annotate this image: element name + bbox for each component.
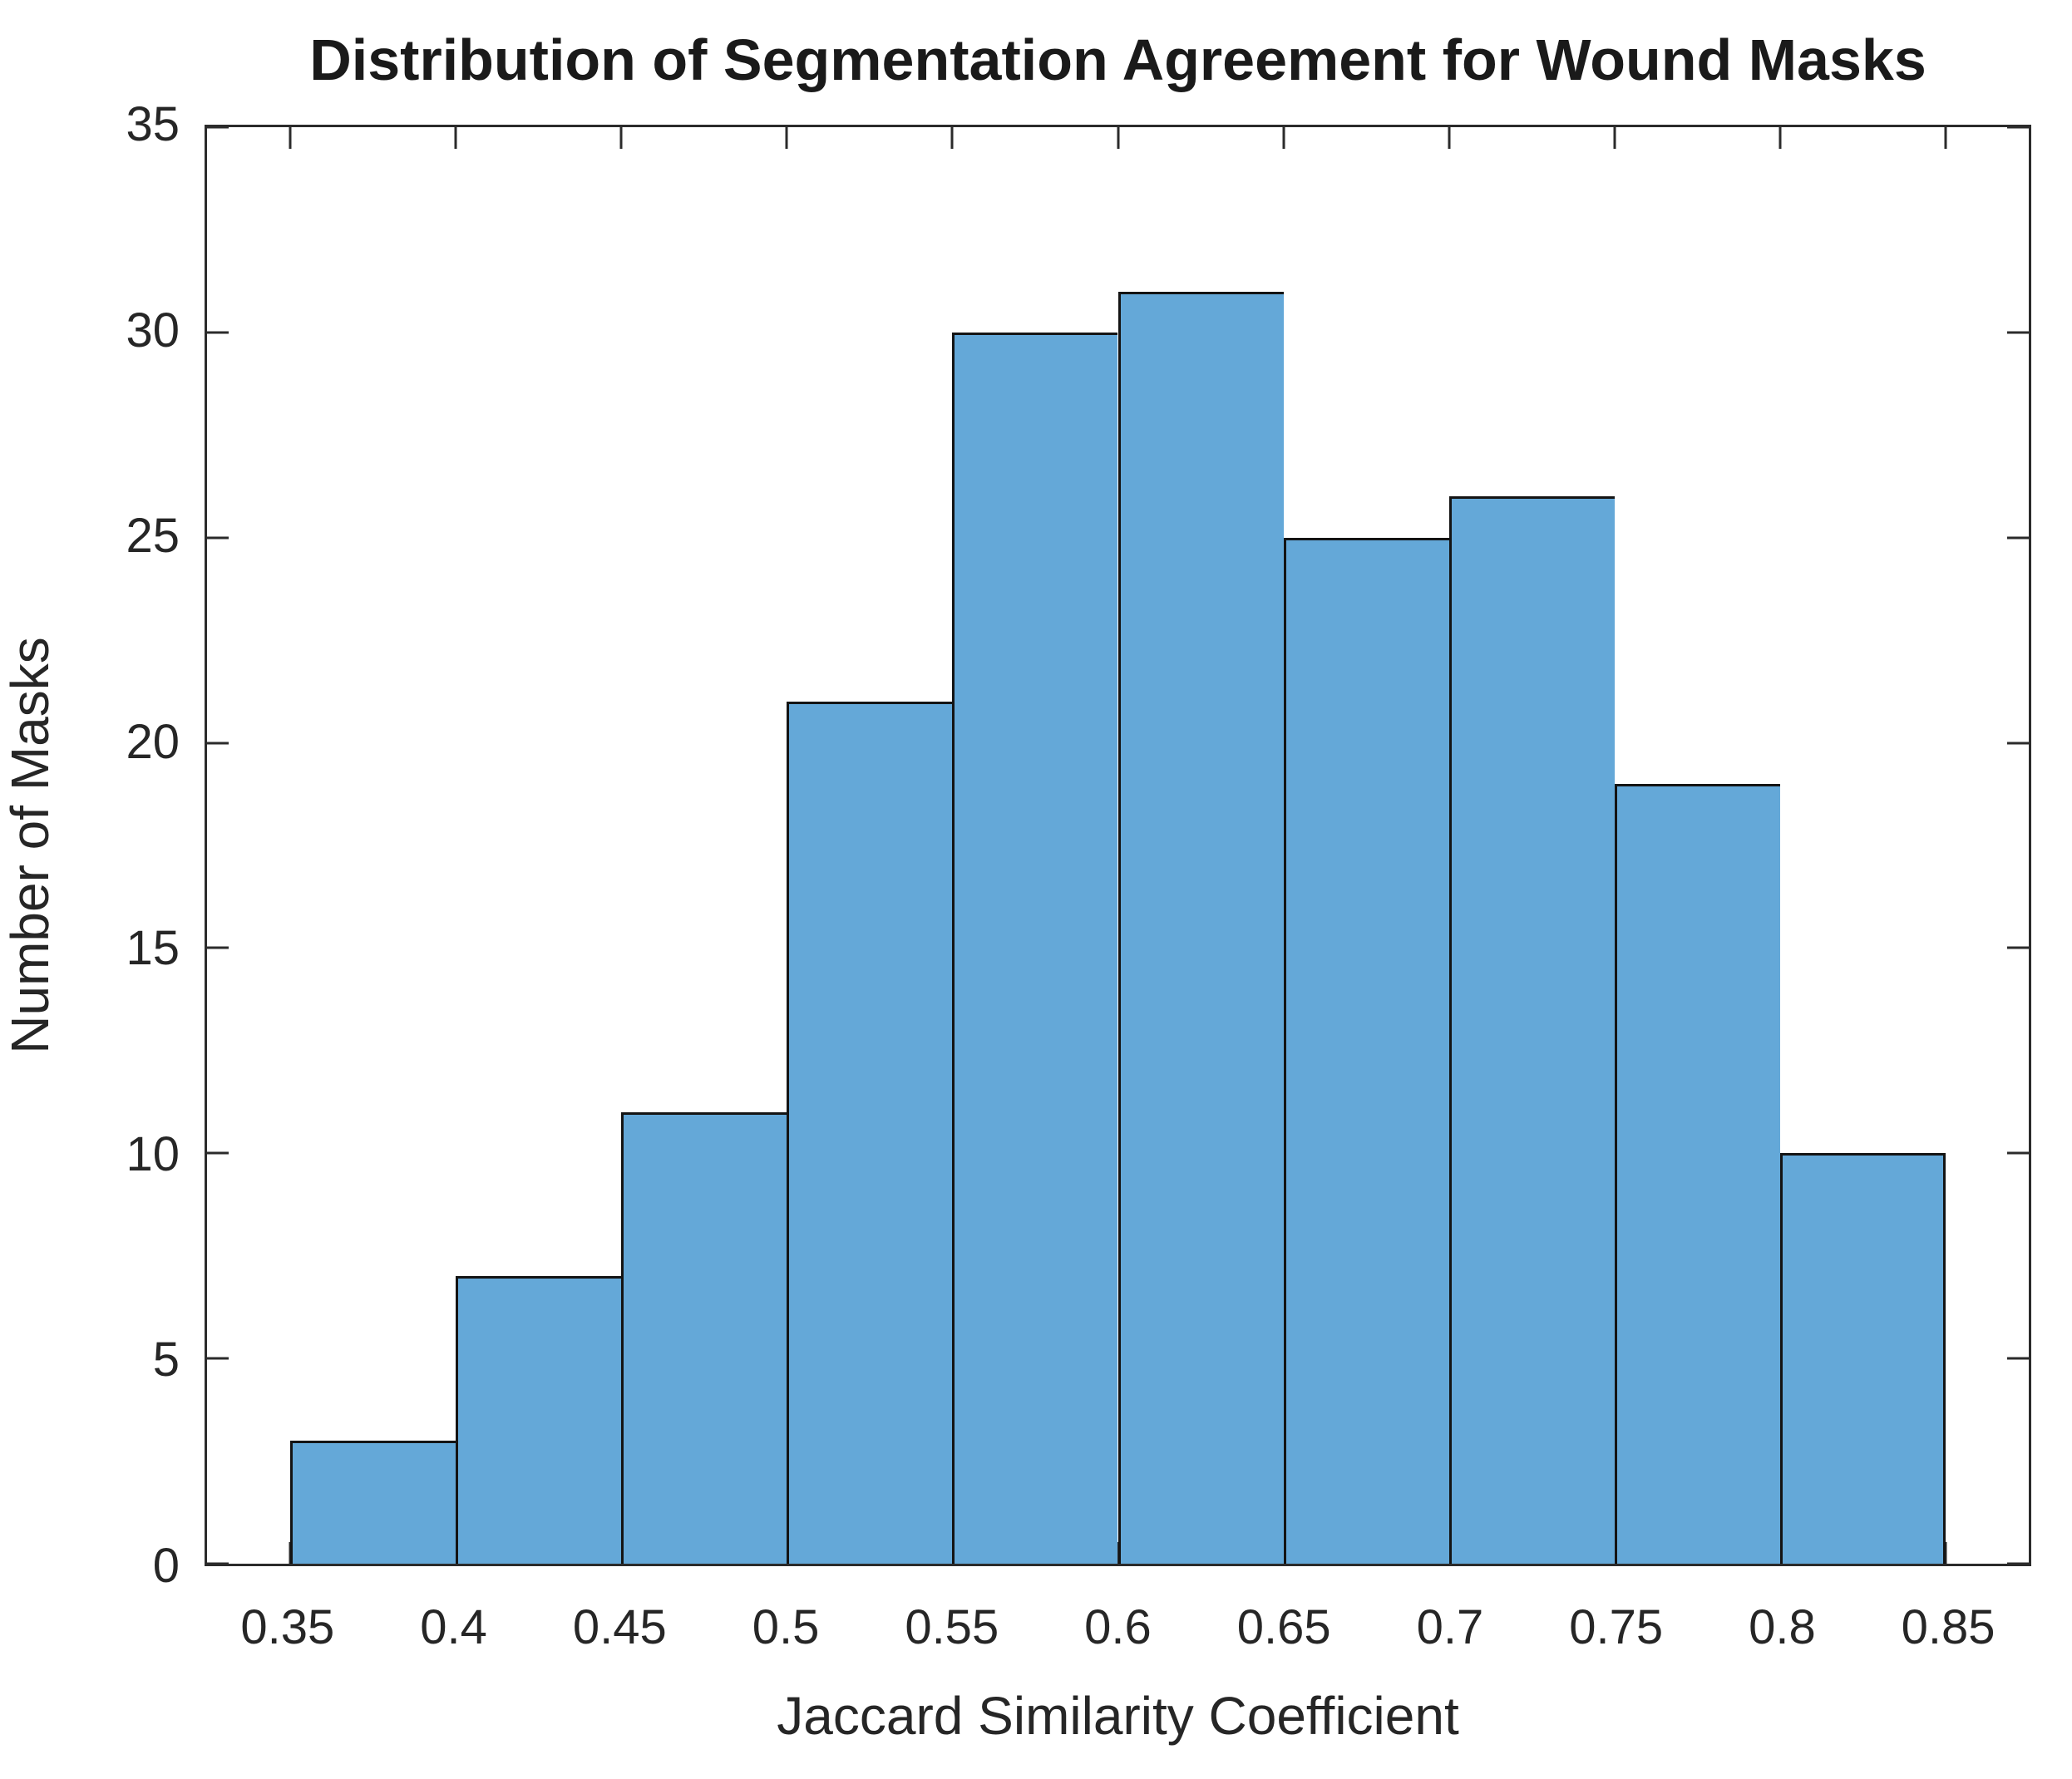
y-tick-mark: [2007, 126, 2029, 129]
y-tick-label: 5: [152, 1333, 180, 1387]
histogram-bar: [289, 1440, 456, 1564]
x-tick-label: 0.8: [1749, 1600, 1816, 1654]
x-tick-label: 0.45: [572, 1600, 667, 1654]
histogram-bar: [1615, 783, 1781, 1564]
x-tick-label: 0.5: [752, 1600, 820, 1654]
y-tick-mark: [2007, 946, 2029, 949]
y-axis-label: Number of Masks: [0, 637, 60, 1054]
y-tick-label: 25: [126, 509, 180, 564]
x-tick-label: 0.7: [1416, 1600, 1484, 1654]
x-tick-mark: [454, 127, 457, 149]
histogram-bar: [620, 1111, 787, 1564]
y-tick-label: 35: [126, 97, 180, 151]
x-axis-label: Jaccard Similarity Coefficient: [777, 1686, 1459, 1746]
chart-title: Distribution of Segmentation Agreement f…: [309, 27, 1926, 92]
plot-area: [205, 125, 2031, 1566]
y-tick-mark: [2007, 536, 2029, 540]
y-tick-label: 15: [126, 920, 180, 975]
y-tick-label: 0: [152, 1539, 180, 1593]
x-tick-label: 0.6: [1084, 1600, 1152, 1654]
y-tick-mark: [207, 1151, 229, 1155]
x-tick-mark: [1944, 1542, 1947, 1564]
y-tick-mark: [207, 331, 229, 334]
histogram-bar: [455, 1276, 621, 1564]
y-tick-mark: [207, 1357, 229, 1360]
y-tick-mark: [207, 742, 229, 745]
y-tick-mark: [207, 946, 229, 949]
x-tick-mark: [1117, 127, 1119, 149]
x-tick-label: 0.55: [905, 1600, 999, 1654]
x-tick-label: 0.75: [1569, 1600, 1664, 1654]
histogram-bar: [1283, 537, 1449, 1564]
x-tick-mark: [785, 127, 788, 149]
x-tick-mark: [289, 127, 292, 149]
x-tick-mark: [950, 127, 954, 149]
x-tick-mark: [1944, 127, 1947, 149]
x-tick-mark: [619, 127, 623, 149]
histogram-bar: [1117, 291, 1284, 1564]
y-tick-mark: [207, 126, 229, 129]
x-tick-label: 0.4: [420, 1600, 487, 1654]
histogram-bar: [1448, 496, 1616, 1564]
y-tick-label: 30: [126, 303, 180, 357]
x-tick-mark: [1282, 127, 1285, 149]
x-tick-label: 0.65: [1236, 1600, 1331, 1654]
y-tick-mark: [2007, 1562, 2029, 1565]
y-tick-mark: [2007, 1357, 2029, 1360]
histogram-bar: [787, 702, 953, 1564]
y-tick-mark: [207, 536, 229, 540]
histogram-bar: [952, 332, 1118, 1564]
y-tick-mark: [207, 1562, 229, 1565]
x-tick-mark: [1778, 127, 1782, 149]
y-tick-mark: [2007, 1151, 2029, 1155]
y-tick-mark: [2007, 331, 2029, 334]
y-tick-mark: [2007, 742, 2029, 745]
y-tick-label: 10: [126, 1126, 180, 1181]
x-tick-label: 0.85: [1901, 1600, 1996, 1654]
y-tick-label: 20: [126, 715, 180, 770]
x-tick-mark: [1448, 127, 1451, 149]
histogram-bar: [1780, 1153, 1946, 1564]
x-tick-mark: [1613, 127, 1616, 149]
x-tick-label: 0.35: [240, 1600, 335, 1654]
